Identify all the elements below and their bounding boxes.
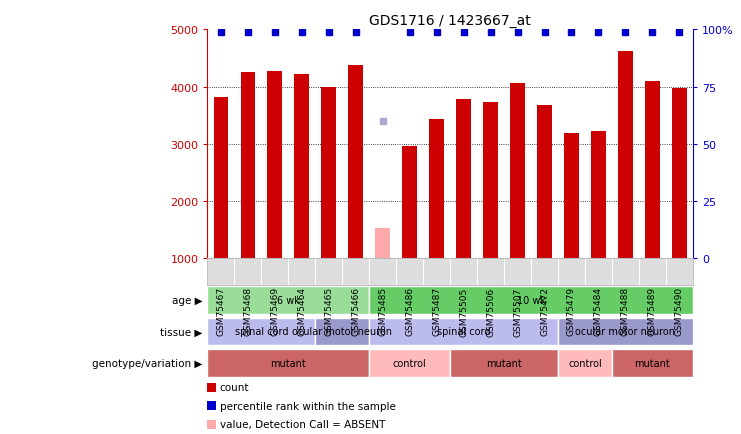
Bar [483,102,498,259]
Bar [316,318,369,345]
Bar [268,72,282,259]
Bar [207,349,369,377]
Bar [213,98,228,259]
Text: mutant: mutant [270,358,306,368]
Bar [537,106,552,259]
Bar [645,82,659,259]
Text: 6 wk: 6 wk [277,296,300,306]
Bar [429,120,444,259]
Text: percentile rank within the sample: percentile rank within the sample [219,401,396,411]
Text: mutant: mutant [634,358,671,368]
Bar [207,401,216,410]
Bar [207,420,216,428]
Bar [612,349,693,377]
Text: tissue ▶: tissue ▶ [160,327,202,337]
Bar [564,133,579,259]
Bar [510,84,525,259]
Title: GDS1716 / 1423667_at: GDS1716 / 1423667_at [369,14,531,28]
Bar [618,52,633,259]
Bar [376,229,391,259]
Bar [451,349,558,377]
Bar [369,318,558,345]
Bar [207,383,216,392]
Bar [348,66,363,259]
Bar [369,287,693,315]
Bar [591,132,606,259]
Text: ocular motor neuron: ocular motor neuron [292,327,392,337]
Bar [456,99,471,259]
Text: spinal cord: spinal cord [235,327,288,337]
Text: spinal cord: spinal cord [437,327,491,337]
Text: count: count [219,382,249,392]
Bar [672,89,687,259]
Bar [558,318,693,345]
Bar [207,287,369,315]
Bar [207,318,316,345]
Bar [241,73,256,259]
Bar [294,75,309,259]
Text: control: control [393,358,427,368]
Text: age ▶: age ▶ [172,296,202,306]
Text: mutant: mutant [486,358,522,368]
Bar [322,88,336,259]
Text: genotype/variation ▶: genotype/variation ▶ [92,358,202,368]
Bar [558,349,612,377]
Text: value, Detection Call = ABSENT: value, Detection Call = ABSENT [219,419,385,429]
Text: ocular motor neuron: ocular motor neuron [576,327,676,337]
Text: control: control [568,358,602,368]
Text: 10 wk: 10 wk [516,296,545,306]
Bar [369,349,450,377]
Bar [402,146,417,259]
